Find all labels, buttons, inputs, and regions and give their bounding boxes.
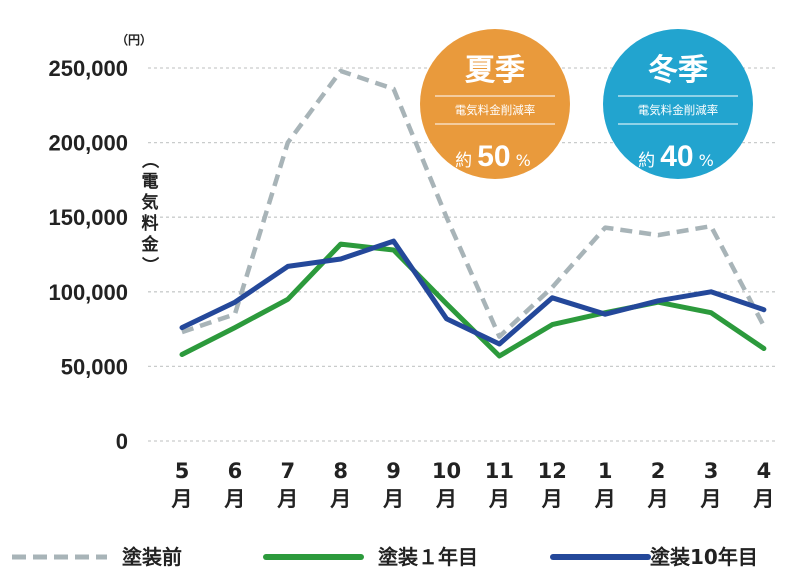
y-axis-title-char: 料 xyxy=(142,213,159,234)
x-tick-suffix: 月 xyxy=(700,487,722,511)
y-axis-title-char: ） xyxy=(139,257,160,274)
legend-label-1: 塗装１年目 xyxy=(378,545,478,569)
winter-badge-number: 40 xyxy=(660,140,693,173)
summer-badge: 夏季 電気料金削減率 約 50 % xyxy=(420,29,570,179)
summer-badge-number: 50 xyxy=(477,140,510,173)
x-tick-number: 3 xyxy=(704,459,719,483)
winter-badge-circle xyxy=(603,29,753,179)
y-tick-label: 200,000 xyxy=(48,131,128,156)
y-tick-label: 50,000 xyxy=(61,354,128,379)
y-tick-labels: 0 50,000 100,000 150,000 200,000 250,000 xyxy=(48,56,128,454)
x-tick-labels: 5 月 6 月 7 月 8 月 9 月 10 月 11 月 12 月 1 月 2 月 3 月 4 月 xyxy=(171,459,775,511)
series-lines xyxy=(179,68,767,359)
y-tick-label: 0 xyxy=(116,429,128,454)
summer-badge-percent: % xyxy=(516,151,531,170)
series-line-2 xyxy=(179,238,767,347)
y-axis-title-char: （ xyxy=(139,152,160,169)
x-tick-suffix: 月 xyxy=(171,487,193,511)
y-tick-label: 100,000 xyxy=(48,280,128,305)
x-tick-suffix: 月 xyxy=(435,487,457,511)
x-tick-suffix: 月 xyxy=(752,487,774,511)
x-tick-number: 12 xyxy=(538,459,567,483)
summer-badge-rate: 約 50 % xyxy=(455,140,531,173)
x-tick-number: 7 xyxy=(280,459,295,483)
x-tick-number: 5 xyxy=(175,459,190,483)
x-tick-suffix: 月 xyxy=(488,487,510,511)
legend: 塗装前 塗装１年目 塗装10年目 xyxy=(12,545,758,569)
x-tick-number: 6 xyxy=(228,459,243,483)
x-tick-suffix: 月 xyxy=(382,487,404,511)
x-tick-suffix: 月 xyxy=(594,487,616,511)
x-tick-number: 1 xyxy=(598,459,613,483)
y-unit-label: （円） xyxy=(116,32,152,47)
winter-badge-subtitle: 電気料金削減率 xyxy=(638,103,719,117)
x-tick-suffix: 月 xyxy=(541,487,563,511)
series-line-0 xyxy=(181,68,766,339)
summer-badge-circle xyxy=(420,29,570,179)
y-axis-title-char: 金 xyxy=(141,234,160,255)
x-tick-suffix: 月 xyxy=(329,487,351,511)
winter-badge-percent: % xyxy=(699,151,714,170)
x-tick-number: 8 xyxy=(333,459,348,483)
x-tick-number: 2 xyxy=(651,459,666,483)
x-tick-number: 9 xyxy=(386,459,401,483)
summer-badge-subtitle: 電気料金削減率 xyxy=(455,103,536,117)
winter-badge-prefix: 約 xyxy=(638,151,655,171)
x-tick-suffix: 月 xyxy=(647,487,669,511)
x-tick-number: 4 xyxy=(757,459,772,483)
y-axis-title-char: 電 xyxy=(142,172,159,192)
y-axis-title: （ 電気料金 ） xyxy=(139,152,160,274)
summer-badge-prefix: 約 xyxy=(455,151,472,171)
x-tick-number: 11 xyxy=(485,459,514,483)
y-axis-title-char: 気 xyxy=(141,192,159,213)
winter-badge: 冬季 電気料金削減率 約 40 % xyxy=(603,29,753,179)
winter-badge-title: 冬季 xyxy=(648,53,708,88)
winter-badge-rate: 約 40 % xyxy=(638,140,714,173)
x-tick-suffix: 月 xyxy=(276,487,298,511)
x-tick-suffix: 月 xyxy=(223,487,245,511)
legend-label-0: 塗装前 xyxy=(122,545,182,569)
y-tick-label: 150,000 xyxy=(48,205,128,230)
y-tick-label: 250,000 xyxy=(48,56,128,81)
summer-badge-title: 夏季 xyxy=(465,53,525,88)
x-tick-number: 10 xyxy=(432,459,461,483)
legend-label-2: 塗装10年目 xyxy=(650,545,758,569)
